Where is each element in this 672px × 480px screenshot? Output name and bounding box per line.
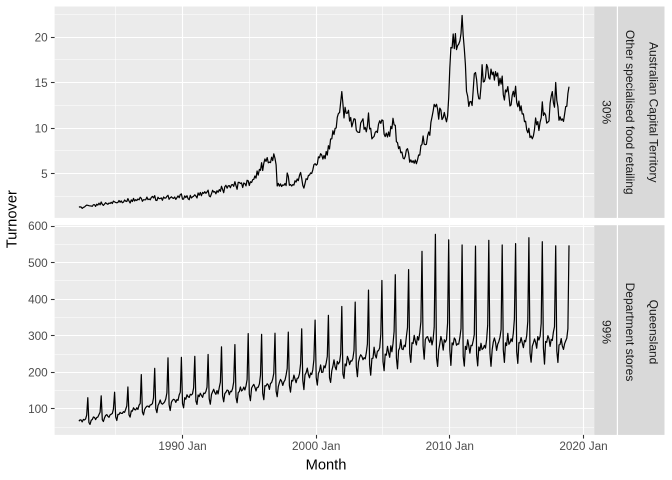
svg-text:2010 Jan: 2010 Jan: [426, 440, 474, 453]
svg-text:500: 500: [28, 257, 48, 270]
svg-text:100: 100: [28, 403, 48, 416]
svg-text:Other specialised food retaili: Other specialised food retailing: [623, 30, 637, 195]
svg-text:5: 5: [41, 168, 48, 181]
svg-text:15: 15: [35, 77, 49, 90]
svg-text:Queensland: Queensland: [646, 300, 660, 365]
svg-text:30%: 30%: [599, 100, 613, 124]
svg-text:2000 Jan: 2000 Jan: [292, 440, 340, 453]
svg-text:Department stores: Department stores: [623, 283, 637, 382]
svg-text:20: 20: [35, 31, 49, 44]
svg-text:300: 300: [28, 330, 48, 343]
svg-text:Month: Month: [306, 457, 347, 473]
svg-text:200: 200: [28, 367, 48, 380]
svg-text:99%: 99%: [599, 320, 613, 344]
svg-text:2020 Jan: 2020 Jan: [559, 440, 607, 453]
svg-text:Australian Capital Territory: Australian Capital Territory: [646, 42, 660, 183]
svg-text:Turnover: Turnover: [5, 190, 21, 248]
svg-text:10: 10: [35, 122, 49, 135]
svg-text:1990 Jan: 1990 Jan: [158, 440, 206, 453]
svg-text:600: 600: [28, 220, 48, 233]
svg-text:400: 400: [28, 293, 48, 306]
